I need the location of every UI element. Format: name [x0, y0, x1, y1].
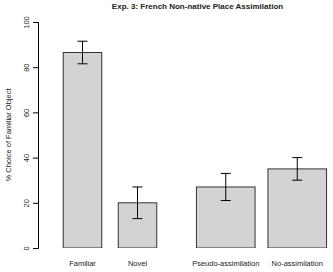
y-tick: 20 — [22, 199, 39, 207]
y-tick: 60 — [22, 109, 39, 117]
plot-area — [63, 41, 326, 248]
chart: 0 20 40 60 80 100 Familiar Novel Pseudo-assimila… — [0, 0, 333, 272]
error-bar-cap — [78, 63, 88, 64]
error-bar — [221, 173, 231, 200]
error-bar — [292, 158, 302, 181]
title: Exp. 3: French Non-native Place Assimila… — [112, 2, 283, 11]
error-bar-line — [297, 158, 298, 181]
y-axis-line — [33, 23, 39, 249]
error-bar-line — [137, 187, 138, 219]
error-bar-line — [225, 173, 226, 200]
y-tick: 0 — [22, 246, 39, 250]
x-labels: Familiar Novel Pseudo-assimilation No-assim… — [69, 259, 323, 268]
error-bar-cap — [221, 200, 231, 201]
y-tick-label: 60 — [22, 109, 31, 117]
error-bar-cap — [133, 218, 143, 219]
y-tick-label: 40 — [22, 154, 31, 162]
y-tick: 80 — [22, 64, 39, 72]
y-tick-label: 80 — [22, 64, 31, 72]
x-tick-label: Novel — [128, 259, 148, 268]
error-bar-line — [82, 41, 83, 64]
y-tick-mark — [33, 112, 38, 113]
bar — [268, 169, 327, 248]
y-tick-mark — [33, 203, 38, 204]
x-tick-label: No-assimilation — [272, 259, 323, 268]
error-bar-cap — [221, 173, 231, 174]
y-tick-mark — [33, 22, 38, 23]
y-axis: 0 20 40 60 80 100 — [22, 16, 39, 250]
error-bar-cap — [292, 180, 302, 181]
y-tick: 100 — [22, 16, 39, 29]
y-tick-label: 20 — [22, 199, 31, 207]
error-bar-cap — [133, 186, 143, 187]
y-tick: 40 — [22, 154, 39, 162]
error-bar-cap — [292, 157, 302, 158]
error-bar-cap — [78, 41, 88, 42]
x-tick-label: Pseudo-assimilation — [192, 259, 259, 268]
y-tick-label: 0 — [22, 246, 31, 250]
error-bar — [78, 41, 88, 64]
y-tick-mark — [33, 67, 38, 68]
bar — [63, 53, 102, 248]
x-tick-label: Familiar — [69, 259, 96, 268]
y-tick-label: 100 — [22, 16, 31, 29]
y-tick-mark — [33, 248, 38, 249]
y-tick-mark — [33, 158, 38, 159]
y-axis-title: % Choice of Familiar Object — [4, 88, 13, 182]
error-bar — [133, 187, 143, 219]
